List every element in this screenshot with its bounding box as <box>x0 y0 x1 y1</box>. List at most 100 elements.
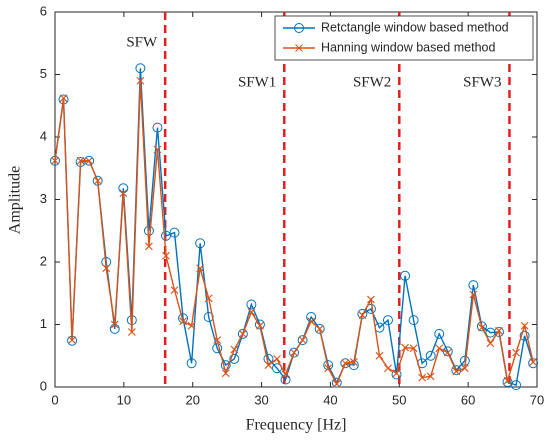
point <box>212 343 223 354</box>
x-tick-label: 40 <box>323 392 337 407</box>
marker-label: SFW2 <box>353 74 391 90</box>
point <box>169 227 180 238</box>
point <box>384 364 392 373</box>
point <box>152 122 163 133</box>
point <box>315 324 324 333</box>
point <box>127 328 136 336</box>
point <box>503 376 512 385</box>
point <box>59 94 68 103</box>
point <box>434 328 445 339</box>
legend-box <box>274 15 534 61</box>
point <box>324 364 333 373</box>
point <box>289 347 300 358</box>
point <box>162 251 170 260</box>
point <box>187 321 196 330</box>
point <box>290 348 298 357</box>
point <box>401 343 409 352</box>
x-tick-label: 0 <box>51 392 58 407</box>
point <box>520 321 529 330</box>
point <box>264 361 273 370</box>
x-tick-label: 60 <box>461 392 475 407</box>
x-tick-label: 30 <box>254 392 268 407</box>
point <box>85 156 94 165</box>
point <box>238 329 247 338</box>
y-tick-label: 4 <box>40 128 47 143</box>
x-tick-label: 20 <box>185 392 199 407</box>
point <box>213 336 222 345</box>
point <box>493 327 504 337</box>
legend-marker <box>295 44 303 52</box>
point <box>435 344 444 353</box>
y-tick-label: 1 <box>40 316 47 331</box>
point <box>102 264 111 273</box>
marker-label: SFW3 <box>463 74 501 90</box>
point <box>68 336 77 345</box>
point <box>281 370 290 379</box>
point <box>460 364 469 373</box>
marker-label: SFW <box>126 34 158 50</box>
point <box>519 330 530 341</box>
point <box>392 369 401 378</box>
point <box>375 351 384 360</box>
point <box>93 176 102 185</box>
point <box>220 360 231 371</box>
point <box>204 294 213 303</box>
point <box>195 238 206 249</box>
marker-label: SFW1 <box>238 74 276 90</box>
point <box>495 326 503 335</box>
y-tick-label: 6 <box>40 3 47 18</box>
point <box>298 336 307 345</box>
point <box>409 344 418 353</box>
legend-label: Hanning window based method <box>321 40 495 54</box>
point <box>512 348 520 357</box>
legend: Retctangle window based method Hanning wi… <box>274 15 534 61</box>
point <box>196 264 205 273</box>
point <box>136 76 145 85</box>
point <box>349 358 358 366</box>
x-tick-label: 10 <box>117 392 131 407</box>
y-axis-label: Amplitude <box>7 166 24 234</box>
point <box>314 323 325 334</box>
point <box>442 346 453 357</box>
point <box>221 369 230 378</box>
point <box>135 63 146 74</box>
y-tick-label: 2 <box>40 253 47 268</box>
point <box>230 345 239 354</box>
y-tick-label: 5 <box>40 66 47 81</box>
point <box>400 270 411 281</box>
point <box>229 353 240 364</box>
point <box>418 373 427 382</box>
plot-area <box>54 11 538 388</box>
point <box>255 321 264 330</box>
point <box>425 350 436 361</box>
point <box>178 313 189 324</box>
point <box>332 379 341 388</box>
point <box>382 315 393 326</box>
point <box>153 145 162 154</box>
point <box>391 369 402 380</box>
point <box>341 359 350 368</box>
point <box>366 295 375 304</box>
point <box>144 242 153 251</box>
point <box>468 280 479 291</box>
point <box>297 335 308 346</box>
point <box>358 311 367 320</box>
point <box>246 299 257 310</box>
point <box>237 328 248 339</box>
y-tick-label: 3 <box>40 191 47 206</box>
point <box>307 317 316 326</box>
point <box>51 156 59 165</box>
x-tick-label: 50 <box>392 392 406 407</box>
point <box>443 348 452 357</box>
point <box>160 230 171 241</box>
legend-label: Retctangle window based method <box>321 20 509 34</box>
point <box>408 315 419 326</box>
point <box>186 358 197 369</box>
point <box>273 354 281 363</box>
point <box>110 320 119 329</box>
point <box>452 367 461 376</box>
point <box>469 290 478 299</box>
point <box>528 358 539 369</box>
point <box>119 189 128 198</box>
